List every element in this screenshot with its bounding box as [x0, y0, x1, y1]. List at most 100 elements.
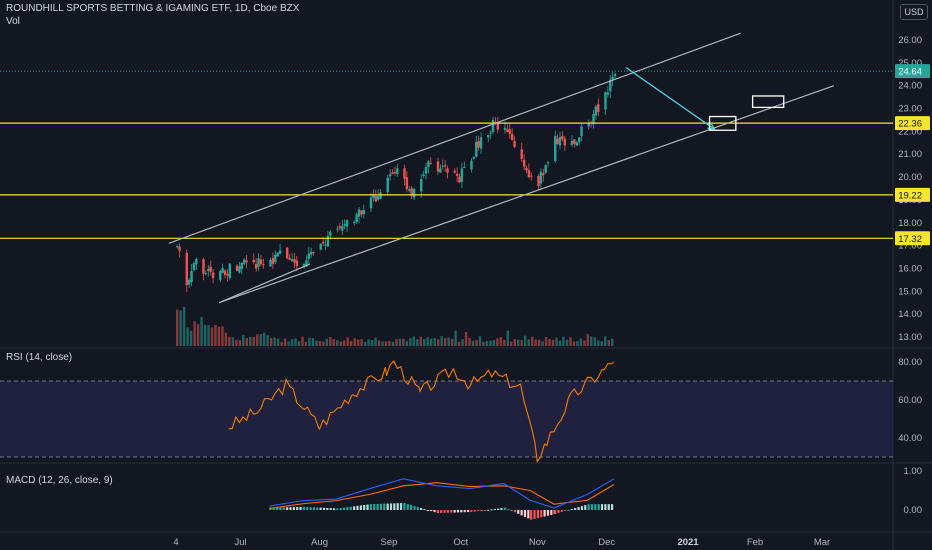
- macd-histogram-bar: [446, 510, 450, 513]
- volume-bar: [290, 339, 294, 346]
- volume-bar: [356, 339, 360, 346]
- volume-bar: [412, 336, 416, 346]
- candle: [262, 258, 265, 269]
- volume-bar: [593, 337, 596, 346]
- volume-bar: [245, 338, 248, 346]
- volume-bar: [478, 336, 482, 346]
- macd-histogram-bar: [557, 510, 560, 513]
- price-tick-label: 16.00: [898, 263, 922, 274]
- macd-line: [269, 478, 615, 509]
- volume-bar: [572, 341, 576, 346]
- macd-histogram-bar: [399, 503, 403, 510]
- macd-histogram-bar: [453, 510, 456, 513]
- volume-bar: [221, 326, 224, 346]
- candle: [597, 98, 600, 117]
- macd-histogram-bar: [393, 503, 396, 510]
- volume-bar: [409, 338, 412, 346]
- volume-bar: [186, 327, 189, 346]
- candle: [427, 159, 430, 174]
- volume-bar: [224, 332, 228, 346]
- volume-bar: [499, 337, 503, 346]
- candle: [345, 219, 349, 233]
- volume-bar: [537, 339, 541, 346]
- candle: [609, 74, 612, 99]
- candle: [374, 189, 377, 203]
- candle: [475, 135, 478, 158]
- candle: [561, 131, 564, 142]
- candle: [463, 161, 466, 169]
- candle: [202, 257, 205, 281]
- macd-histogram-bar: [373, 504, 376, 510]
- macd-histogram-bar: [470, 510, 473, 512]
- macd-histogram-bar: [590, 504, 594, 510]
- macd-histogram-bar: [536, 510, 540, 519]
- candle: [288, 254, 291, 260]
- macd-histogram-bar: [510, 510, 513, 511]
- candle: [436, 157, 440, 175]
- volume-bar: [332, 339, 335, 346]
- macd-histogram-bar: [279, 507, 282, 510]
- macd-histogram-bar: [480, 510, 483, 511]
- time-tick-label: Jul: [235, 537, 247, 548]
- candle: [496, 116, 500, 133]
- volume-bar: [576, 341, 579, 346]
- candle: [491, 116, 495, 135]
- candle: [527, 163, 531, 179]
- level-badge-label: 22.36: [898, 119, 922, 130]
- candle: [594, 104, 598, 120]
- candle: [269, 257, 272, 268]
- volume-bar: [353, 338, 356, 346]
- volume-bar: [471, 340, 475, 346]
- macd-tick-label: 1.00: [904, 466, 923, 477]
- macd-histogram-bar: [319, 507, 322, 510]
- level-badge: [895, 231, 930, 246]
- macd-histogram-bar: [396, 503, 399, 510]
- candle: [276, 252, 279, 257]
- macd-histogram-bar: [473, 510, 476, 512]
- macd-histogram-bar: [343, 507, 346, 510]
- candle: [271, 252, 275, 269]
- volume-bar: [263, 332, 266, 346]
- volume-bars: [176, 306, 614, 346]
- time-tick-label: Dec: [598, 537, 615, 548]
- macd-histogram-bar: [587, 504, 590, 510]
- macd-histogram-bar: [316, 507, 319, 510]
- rsi-line: [228, 360, 615, 463]
- macd-histogram-bar: [463, 510, 466, 513]
- volume-bar: [273, 337, 276, 346]
- macd-histogram-bar: [420, 508, 423, 510]
- candle: [556, 134, 559, 145]
- volume-bar: [482, 341, 485, 346]
- rsi-band: [0, 381, 893, 457]
- macd-histogram-bar: [584, 505, 587, 510]
- candle: [355, 212, 358, 224]
- candle: [403, 164, 406, 186]
- macd-histogram-bar: [416, 507, 419, 510]
- macd-histogram-bar: [503, 507, 506, 510]
- macd-histogram-bar: [433, 510, 436, 513]
- level-badge: [895, 116, 930, 131]
- volume-bar: [297, 341, 301, 346]
- candle: [235, 264, 239, 272]
- macd-histogram-bar: [594, 504, 597, 510]
- candle: [544, 164, 547, 175]
- candle: [185, 249, 188, 293]
- macd-histogram-bar: [443, 510, 446, 513]
- volume-bar: [363, 341, 367, 346]
- currency-button[interactable]: USD: [900, 4, 928, 20]
- candle: [221, 263, 224, 274]
- candle: [554, 130, 557, 164]
- volume-bar: [506, 330, 509, 346]
- volume-bar: [604, 336, 607, 346]
- candle: [472, 156, 476, 160]
- volume-bar: [426, 337, 429, 346]
- candle: [274, 250, 277, 265]
- volume-bar: [391, 341, 395, 346]
- candle: [408, 186, 411, 193]
- candle: [211, 268, 215, 284]
- macd-histogram-bar: [564, 510, 567, 511]
- macd-histogram-bar: [466, 510, 470, 513]
- macd-histogram-bar: [497, 508, 500, 510]
- channel-line-lower: [218, 85, 835, 304]
